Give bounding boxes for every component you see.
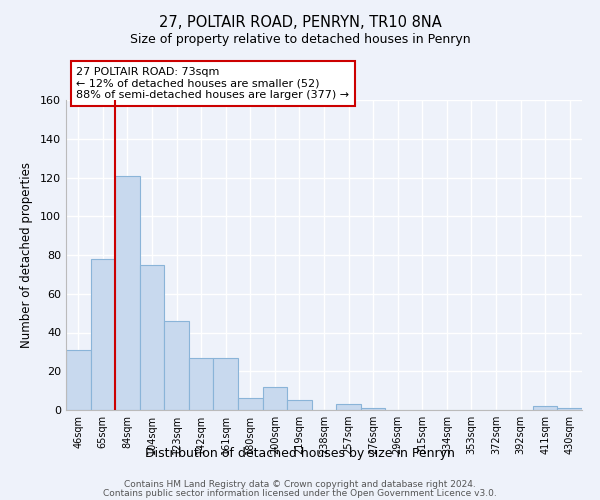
Bar xyxy=(557,408,582,410)
Bar xyxy=(164,321,189,410)
Bar xyxy=(66,350,91,410)
Bar xyxy=(91,259,115,410)
Bar xyxy=(189,358,214,410)
Bar xyxy=(336,404,361,410)
Bar xyxy=(115,176,140,410)
Text: Distribution of detached houses by size in Penryn: Distribution of detached houses by size … xyxy=(145,448,455,460)
Text: 27 POLTAIR ROAD: 73sqm
← 12% of detached houses are smaller (52)
88% of semi-det: 27 POLTAIR ROAD: 73sqm ← 12% of detached… xyxy=(76,67,349,100)
Text: Contains HM Land Registry data © Crown copyright and database right 2024.: Contains HM Land Registry data © Crown c… xyxy=(124,480,476,489)
Bar xyxy=(140,264,164,410)
Bar xyxy=(238,398,263,410)
Text: Contains public sector information licensed under the Open Government Licence v3: Contains public sector information licen… xyxy=(103,489,497,498)
Text: 27, POLTAIR ROAD, PENRYN, TR10 8NA: 27, POLTAIR ROAD, PENRYN, TR10 8NA xyxy=(158,15,442,30)
Bar xyxy=(214,358,238,410)
Bar xyxy=(361,408,385,410)
Bar xyxy=(287,400,312,410)
Bar xyxy=(263,387,287,410)
Y-axis label: Number of detached properties: Number of detached properties xyxy=(20,162,33,348)
Bar xyxy=(533,406,557,410)
Text: Size of property relative to detached houses in Penryn: Size of property relative to detached ho… xyxy=(130,32,470,46)
